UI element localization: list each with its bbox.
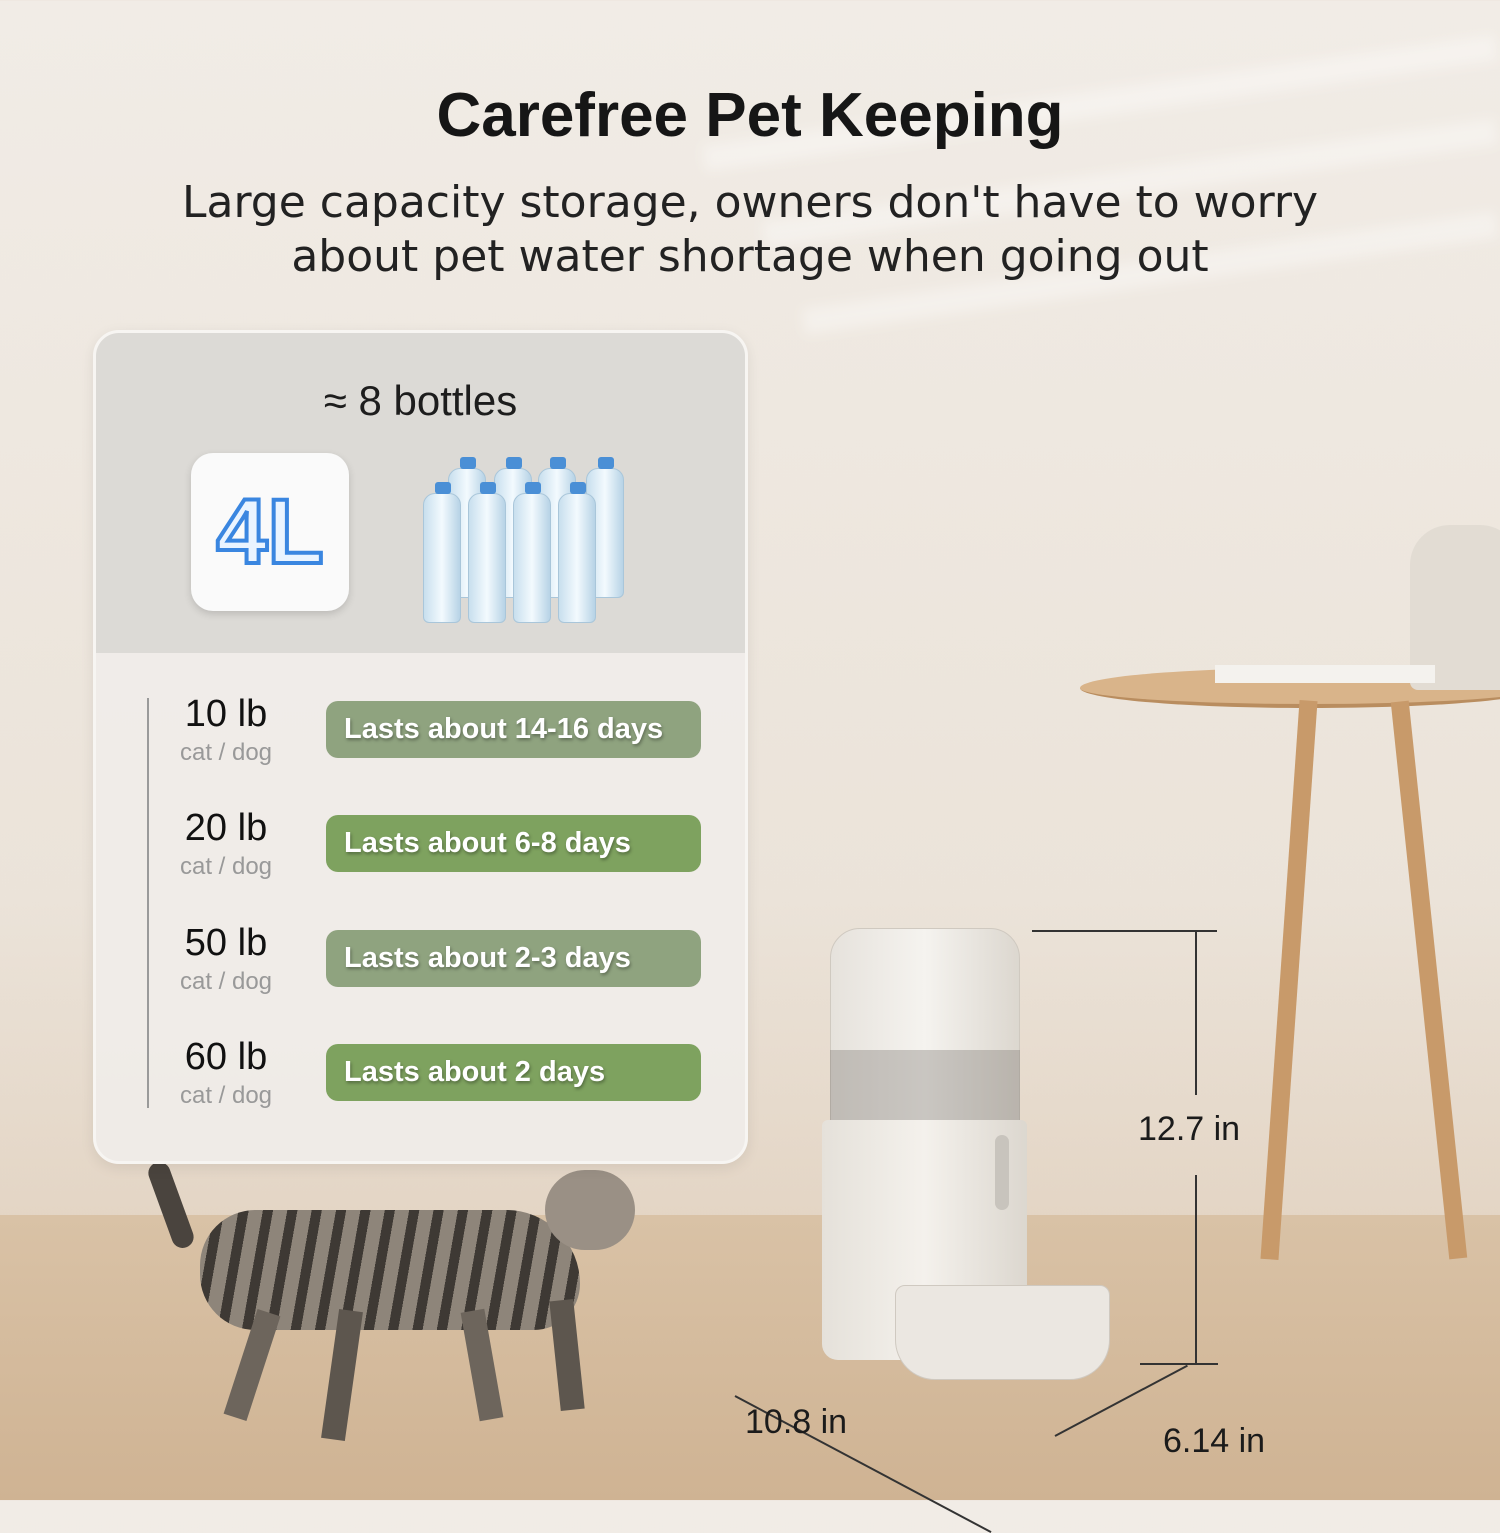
bottle-equivalence: ≈ 8 bottles — [323, 377, 518, 424]
pet-weight: 50 lb — [184, 922, 268, 964]
pet-type: cat / dog — [179, 853, 273, 880]
dimension-line — [1195, 930, 1197, 1095]
subtitle-line-1: Large capacity storage, owners don't hav… — [181, 177, 1319, 228]
capacity-panel: ≈ 8 bottles 4L 10 lb cat / dog Lasts abo… — [93, 330, 748, 1164]
page-title: Carefree Pet Keeping — [436, 81, 1064, 150]
duration-row: 50 lb cat / dog Lasts about 2-3 days — [96, 922, 745, 1022]
duration-row: 20 lb cat / dog Lasts about 6-8 days — [96, 807, 745, 907]
pet-weight: 60 lb — [184, 1036, 268, 1078]
pet-type: cat / dog — [179, 1082, 273, 1109]
pet-weight: 10 lb — [184, 693, 268, 735]
duration-pill: Lasts about 2-3 days — [326, 930, 701, 987]
subtitle-line-2: about pet water shortage when going out — [291, 231, 1209, 282]
pet-type: cat / dog — [179, 968, 273, 995]
pet-type: cat / dog — [179, 739, 273, 766]
dimension-line — [1032, 930, 1217, 932]
width-dimension: 10.8 in — [745, 1403, 848, 1441]
depth-dimension: 6.14 in — [1163, 1422, 1266, 1460]
duration-pill: Lasts about 14-16 days — [326, 701, 701, 758]
height-dimension: 12.7 in — [1138, 1110, 1241, 1148]
pet-weight: 20 lb — [184, 807, 268, 849]
duration-row: 10 lb cat / dog Lasts about 14-16 days — [96, 693, 745, 793]
subtitle: Large capacity storage, owners don't hav… — [0, 176, 1500, 284]
duration-row: 60 lb cat / dog Lasts about 2 days — [96, 1036, 745, 1136]
duration-pill: Lasts about 2 days — [326, 1044, 701, 1101]
capacity-badge: 4L — [191, 453, 349, 611]
dimension-line — [1140, 1363, 1218, 1365]
divider-line — [147, 698, 149, 1108]
duration-pill: Lasts about 6-8 days — [326, 815, 701, 872]
dimension-line — [1195, 1175, 1197, 1365]
